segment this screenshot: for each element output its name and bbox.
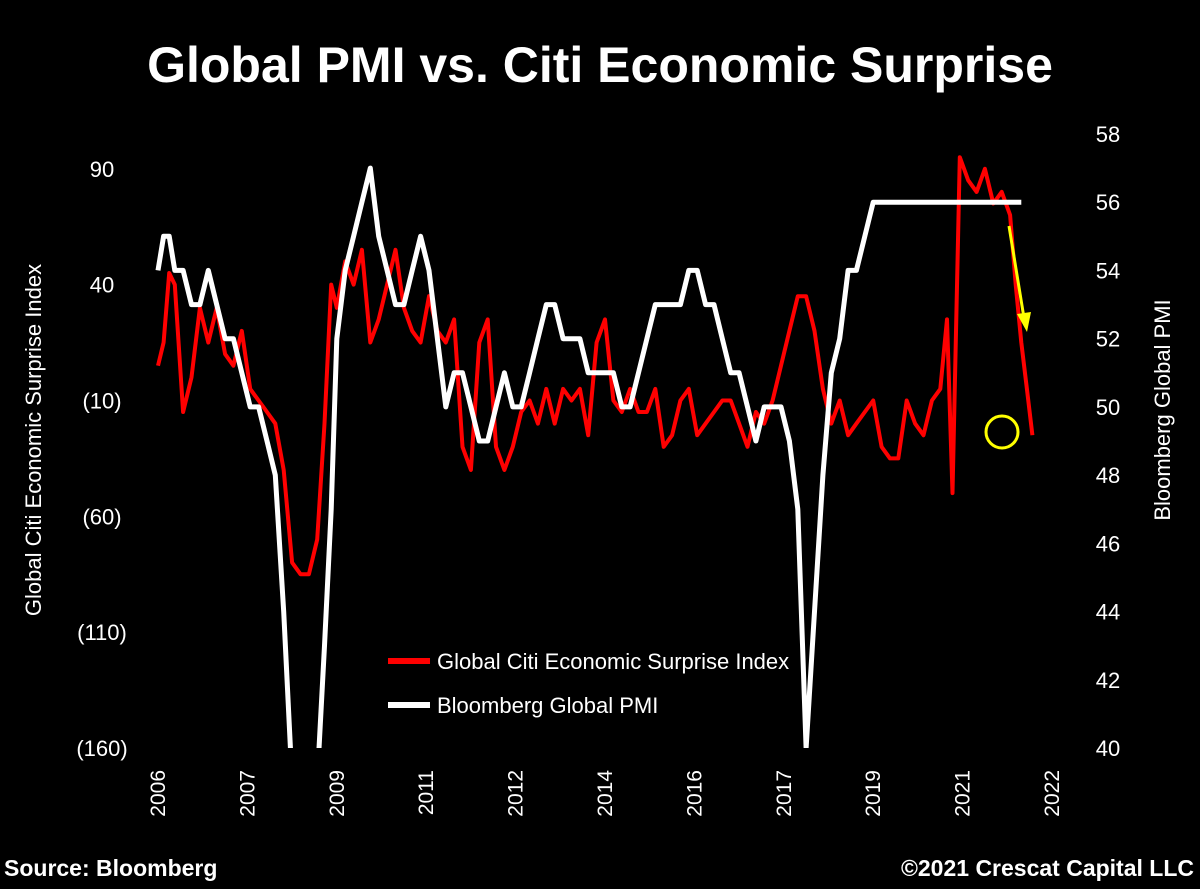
legend-label-surprise: Global Citi Economic Surprise Index bbox=[437, 649, 789, 674]
right-tick-label: 56 bbox=[1096, 190, 1120, 215]
annotation-arrow-head bbox=[1017, 312, 1031, 332]
left-axis-label: Global Citi Economic Surprise Index bbox=[21, 264, 46, 616]
legend-label-pmi: Bloomberg Global PMI bbox=[437, 693, 658, 718]
annotation-circle bbox=[984, 414, 1020, 450]
pmi-line bbox=[155, 165, 1022, 748]
right-tick-label: 58 bbox=[1096, 122, 1120, 147]
copyright-text: ©2021 Crescat Capital LLC bbox=[900, 855, 1194, 881]
right-axis-ticks: 58 56 54 52 50 48 46 44 42 40 bbox=[1096, 122, 1120, 761]
left-tick-label: (110) bbox=[77, 620, 127, 645]
right-tick-label: 40 bbox=[1096, 736, 1120, 761]
right-tick-label: 50 bbox=[1096, 395, 1120, 420]
x-tick-label: 2012 bbox=[505, 770, 528, 817]
left-tick-label: (10) bbox=[82, 388, 121, 413]
source-text: Source: Bloomberg bbox=[4, 855, 218, 881]
left-tick-label: 40 bbox=[90, 273, 114, 298]
right-tick-label: 44 bbox=[1096, 600, 1120, 625]
x-tick-label: 2007 bbox=[236, 770, 259, 817]
right-tick-label: 54 bbox=[1096, 258, 1120, 283]
right-tick-label: 42 bbox=[1096, 668, 1120, 693]
x-tick-label: 2021 bbox=[952, 770, 975, 817]
legend: Global Citi Economic Surprise Index Bloo… bbox=[388, 649, 789, 718]
x-axis-ticks: 2006 2007 2009 2011 2012 2014 2016 2017 2019 2021… bbox=[147, 770, 1064, 817]
x-tick-label: 2016 bbox=[683, 770, 706, 817]
annotation-arrow-shaft bbox=[1007, 225, 1026, 319]
x-tick-label: 2017 bbox=[773, 770, 796, 817]
annotation-layer bbox=[984, 225, 1031, 450]
x-tick-label: 2022 bbox=[1041, 770, 1064, 817]
left-tick-label: (160) bbox=[76, 736, 127, 761]
x-tick-label: 2019 bbox=[862, 770, 885, 817]
series-layer bbox=[155, 155, 1035, 748]
left-axis-ticks: 90 40 (10) (60) (110) (160) bbox=[76, 157, 127, 761]
surprise-index-line bbox=[156, 155, 1035, 577]
right-axis-label: Bloomberg Global PMI bbox=[1150, 299, 1175, 520]
right-tick-label: 46 bbox=[1096, 531, 1120, 556]
x-tick-label: 2006 bbox=[147, 770, 170, 817]
right-tick-label: 48 bbox=[1096, 463, 1120, 488]
left-tick-label: (60) bbox=[82, 504, 121, 529]
x-tick-label: 2014 bbox=[594, 770, 617, 817]
chart-title: Global PMI vs. Citi Economic Surprise bbox=[147, 37, 1053, 93]
x-tick-label: 2009 bbox=[326, 770, 349, 817]
right-tick-label: 52 bbox=[1096, 327, 1120, 352]
left-tick-label: 90 bbox=[90, 157, 114, 182]
x-tick-label: 2011 bbox=[415, 770, 438, 815]
